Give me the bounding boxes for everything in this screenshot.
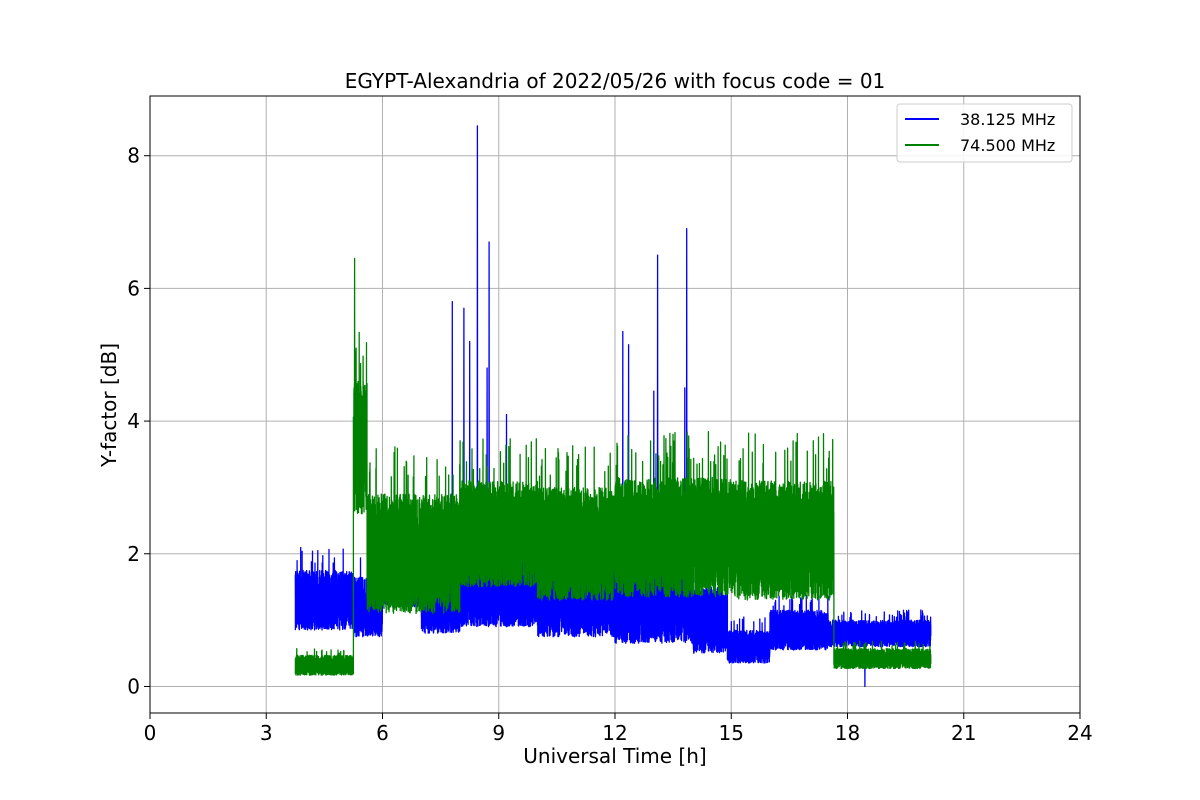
legend-label-0: 38.125 MHz bbox=[960, 110, 1055, 129]
y-tick-label: 6 bbox=[127, 276, 140, 300]
x-tick-label: 3 bbox=[260, 721, 273, 745]
plot-area bbox=[294, 125, 932, 688]
x-tick-label: 15 bbox=[719, 721, 744, 745]
chart-title: EGYPT-Alexandria of 2022/05/26 with focu… bbox=[345, 69, 886, 93]
x-tick-label: 21 bbox=[951, 721, 976, 745]
y-tick-label: 0 bbox=[127, 674, 140, 698]
series-line-1 bbox=[294, 257, 932, 676]
x-tick-label: 12 bbox=[602, 721, 627, 745]
x-tick-label: 9 bbox=[492, 721, 505, 745]
legend: 38.125 MHz 74.500 MHz bbox=[896, 103, 1073, 163]
x-tick-label: 0 bbox=[144, 721, 157, 745]
y-tick-label: 4 bbox=[127, 409, 140, 433]
legend-box bbox=[896, 103, 1073, 163]
series-layer bbox=[294, 125, 932, 688]
x-tick-label: 24 bbox=[1067, 721, 1092, 745]
y-axis-label: Y-factor [dB] bbox=[97, 343, 121, 468]
x-axis-label: Universal Time [h] bbox=[523, 744, 706, 768]
x-tick-label: 6 bbox=[376, 721, 389, 745]
y-tick-label: 2 bbox=[127, 542, 140, 566]
y-tick-label: 8 bbox=[127, 144, 140, 168]
x-tick-label: 18 bbox=[835, 721, 860, 745]
legend-label-1: 74.500 MHz bbox=[960, 136, 1055, 155]
